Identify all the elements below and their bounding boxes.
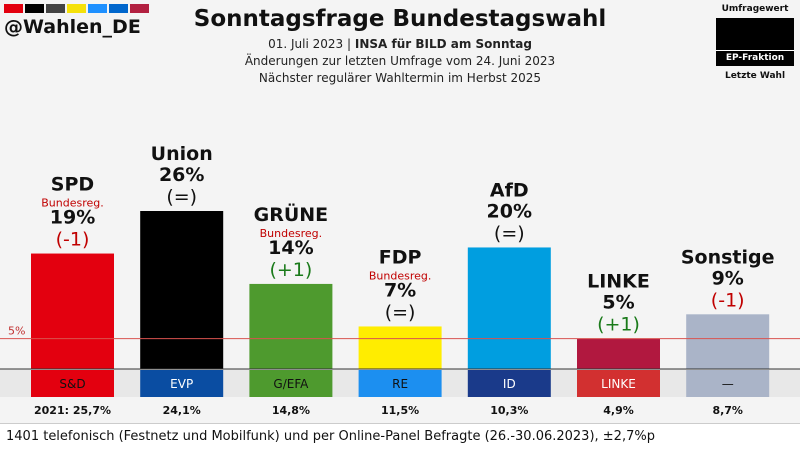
party-label: SPD — [51, 174, 94, 196]
legend-letzte-wahl: Letzte Wahl — [724, 71, 786, 81]
government-label: Bundesreg. — [260, 227, 323, 240]
poll-date: 01. Juli 2023 — [268, 37, 344, 51]
government-label: Bundesreg. — [41, 197, 104, 210]
last-election-label: 10,3% — [490, 404, 528, 417]
ep-group-label: S&D — [59, 377, 85, 391]
color-stripe — [130, 4, 149, 13]
ep-group-label: G/EFA — [273, 377, 309, 391]
bar-fdp — [358, 326, 442, 369]
bar-grüne — [249, 283, 333, 369]
changes-note: Änderungen zur letzten Umfrage vom 24. J… — [244, 54, 556, 68]
color-stripes — [4, 4, 149, 13]
ep-group-box — [249, 370, 333, 397]
color-stripe — [109, 4, 128, 13]
ep-group-box — [31, 370, 114, 397]
bar-linke — [577, 338, 660, 369]
bar-union — [140, 211, 224, 369]
chart-title: Sonntagsfrage Bundestagswahl — [193, 6, 607, 32]
change-label: (+1) — [597, 314, 640, 336]
change-label: (=) — [385, 301, 416, 323]
next-election-note: Nächster regulärer Wahltermin im Herbst … — [258, 71, 542, 85]
poll-source: INSA für BILD am Sonntag — [354, 37, 532, 51]
threshold-label: 5% — [8, 325, 25, 338]
color-stripe — [46, 4, 65, 13]
ep-group-label: LINKE — [601, 377, 636, 391]
change-label: (+1) — [269, 259, 312, 281]
account-handle: @Wahlen_DE — [4, 16, 141, 38]
poll-info: 01. Juli 2023 | INSA für BILD am Sonntag — [0, 37, 800, 51]
ep-group-label: EVP — [170, 377, 193, 391]
government-label: Bundesreg. — [369, 269, 432, 282]
last-election-label: 2021: 25,7% — [34, 404, 111, 417]
value-label: 20% — [487, 200, 532, 222]
party-label: LINKE — [587, 271, 650, 293]
ep-group-label: ID — [503, 377, 516, 391]
bar-afd — [467, 247, 551, 369]
legend-ep-fraktion: EP-Fraktion — [716, 50, 794, 63]
change-label: (=) — [494, 222, 525, 244]
ep-group-box — [467, 370, 551, 397]
value-label: 14% — [268, 237, 313, 259]
last-election-label: 8,7% — [712, 404, 743, 417]
value-label: 19% — [50, 207, 95, 229]
ep-group-box — [358, 370, 442, 397]
color-stripe — [25, 4, 44, 13]
legend-sample-box: EP-Fraktion — [716, 18, 794, 66]
last-election-label: 11,5% — [381, 404, 419, 417]
party-label: FDP — [379, 246, 422, 268]
ep-group-label: — — [722, 377, 734, 391]
change-label: (-1) — [711, 289, 745, 311]
bar-spd — [31, 253, 114, 369]
separator: | — [347, 37, 355, 51]
value-label: 26% — [159, 164, 204, 186]
last-election-label: 4,9% — [603, 404, 634, 417]
color-stripe — [4, 4, 23, 13]
value-label: 9% — [712, 267, 744, 289]
ep-group-box — [140, 370, 224, 397]
party-label: AfD — [490, 179, 529, 201]
last-election-label: 24,1% — [163, 404, 201, 417]
change-label: (=) — [166, 186, 197, 208]
color-stripe — [88, 4, 107, 13]
color-stripe — [67, 4, 86, 13]
value-label: 7% — [384, 279, 416, 301]
ep-group-box — [577, 370, 660, 397]
footer-methodology: 1401 telefonisch (Festnetz und Mobilfunk… — [0, 423, 800, 450]
legend: Umfragewert EP-Fraktion Letzte Wahl — [716, 4, 794, 81]
party-label: GRÜNE — [254, 202, 329, 226]
party-label: Sonstige — [681, 246, 775, 268]
bar-sonstige — [686, 314, 770, 369]
last-election-label: 14,8% — [272, 404, 310, 417]
legend-umfragewert: Umfragewert — [721, 4, 789, 14]
change-label: (-1) — [56, 229, 90, 251]
ep-group-label: RE — [392, 377, 408, 391]
ep-group-box — [686, 370, 770, 397]
party-label: Union — [151, 143, 213, 165]
value-label: 5% — [602, 292, 634, 314]
